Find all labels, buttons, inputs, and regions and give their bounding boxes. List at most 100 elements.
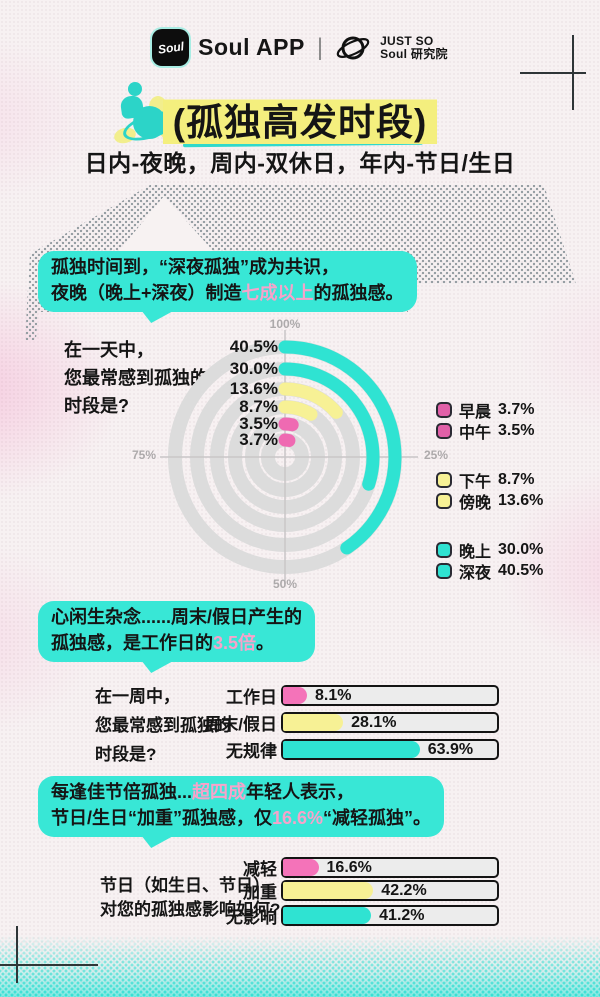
bubble2-line1: 心闲生杂念......周末/假日产生的: [51, 607, 303, 627]
question-day-line2: 您最常感到孤独的: [64, 368, 208, 388]
bubble3-line1-post: 年轻人表示，: [246, 782, 355, 802]
question-day: 在一天中， 您最常感到孤独的 时段是?: [64, 336, 208, 420]
bar-track: 42.2%: [281, 880, 499, 901]
bar-fill: [283, 687, 307, 704]
bubble3-line2-post: “减轻孤独”。: [323, 808, 432, 828]
radial-value-label: 13.6%: [229, 379, 278, 398]
bar-fill: [283, 714, 344, 731]
bar-value: 63.9%: [427, 741, 474, 758]
bar-value: 42.2%: [381, 882, 427, 899]
radial-value-label: 40.5%: [229, 337, 278, 356]
soul-app-logo-icon: Soul: [152, 29, 190, 66]
question-week-line1: 在一周中，: [95, 687, 180, 706]
bubble1-highlight: 七成以上: [241, 283, 314, 303]
question-day-line3: 时段是?: [64, 396, 129, 416]
bubble2-highlight: 3.5倍: [213, 633, 257, 653]
axis-tick-50: 50%: [272, 577, 298, 591]
lab-name: JUST SO Soul 研究院: [380, 33, 448, 61]
bar-track: 63.9%: [281, 739, 499, 760]
question-week: 在一周中， 您最常感到孤独的 时段是?: [95, 682, 231, 769]
radial-legend: 早晨 3.7% 中午 3.5% 下午 8.7% 傍晚 13.6% 晚上 30.0% 深夜 4…: [436, 399, 543, 609]
planet-person-icon: [112, 80, 202, 150]
callout-bubble-festival: 每逢佳节倍孤独...超四成年轻人表示， 节日/生日“加重”孤独感，仅16.6%“…: [38, 776, 445, 837]
legend-swatch-yellow-icon: [436, 492, 452, 509]
legend-swatch-teal-icon: [436, 562, 452, 579]
soul-app-logo-text: Soul: [156, 38, 185, 57]
axis-tick-100: 100%: [269, 317, 301, 331]
radial-value-label: 3.7%: [239, 430, 278, 449]
bar-label: 减轻: [243, 860, 277, 879]
bubble1-line1: 孤独时间到，“深夜孤独”成为共识，: [51, 257, 339, 277]
lab-name-line2: Soul 研究院: [380, 46, 448, 61]
bar-fill: [283, 741, 420, 758]
radial-bar-chart: [160, 330, 418, 584]
bubble1-line2-pre: 夜晚（晚上+深夜）制造: [51, 283, 242, 303]
legend-swatch-pink-icon: [436, 422, 452, 439]
bubble2-line2-post: 。: [256, 633, 275, 653]
legend-swatch-yellow-icon: [436, 471, 452, 488]
bubble3-highlight2: 16.6%: [272, 808, 324, 828]
header: Soul Soul APP | JUST SO Soul 研究院: [0, 29, 600, 66]
bar-track: 41.2%: [281, 905, 499, 926]
legend-group-teal: 晚上 30.0% 深夜 40.5%: [436, 539, 544, 582]
legend-item: 深夜 40.5%: [436, 560, 544, 582]
legend-value: 30.0%: [498, 540, 544, 558]
legend-item: 傍晚 13.6%: [436, 490, 544, 512]
legend-label: 深夜: [459, 564, 492, 582]
question-day-line1: 在一天中，: [64, 340, 154, 360]
bar-label: 无影响: [226, 908, 277, 927]
crosshair-bottom-left-v: [16, 926, 18, 983]
bar-row-weekend: 周末/假日 28.1%: [100, 710, 530, 735]
bar-value: 28.1%: [351, 714, 397, 731]
axis-tick-75: 75%: [131, 448, 156, 462]
lab-name-line1: JUST SO: [380, 33, 434, 48]
header-divider: |: [316, 33, 324, 61]
planet-swirl-icon: [336, 36, 370, 59]
legend-value: 40.5%: [498, 561, 544, 579]
bar-track: 28.1%: [281, 712, 499, 733]
bar-label: 工作日: [226, 688, 277, 707]
legend-value: 13.6%: [498, 491, 544, 509]
legend-group-pink: 早晨 3.7% 中午 3.5%: [436, 399, 543, 442]
legend-value: 3.5%: [498, 421, 535, 439]
callout-bubble-night: 孤独时间到，“深夜孤独”成为共识， 夜晚（晚上+深夜）制造七成以上的孤独感。: [38, 251, 417, 312]
radial-value-label: 30.0%: [229, 359, 278, 378]
legend-swatch-teal-icon: [436, 541, 452, 558]
question-festival-line2: 对您的孤独感影响如何?: [100, 900, 281, 919]
app-name: Soul APP: [198, 34, 305, 60]
bubble1-line2-post: 的孤独感。: [313, 283, 404, 303]
radial-value-label: 3.5%: [239, 414, 278, 433]
bar-row-reduce: 减轻 16.6%: [100, 855, 530, 880]
legend-item: 早晨 3.7%: [436, 399, 543, 421]
page-subtitle: 日内-夜晚，周内-双休日，年内-节日/生日: [84, 150, 516, 176]
title-block: (孤独高发时段): [0, 90, 600, 150]
legend-value: 8.7%: [498, 470, 535, 488]
bar-fill: [283, 882, 374, 899]
legend-label: 中午: [459, 424, 492, 442]
bar-row-noeffect: 无影响 41.2%: [100, 903, 530, 928]
question-week-line3: 时段是?: [95, 745, 157, 764]
legend-item: 晚上 30.0%: [436, 539, 544, 561]
bubble3-line1-pre: 每逢佳节倍孤独...: [51, 782, 193, 802]
legend-value: 3.7%: [498, 400, 535, 418]
bar-row-irregular: 无规律 63.9%: [100, 737, 530, 762]
crosshair-top-right-v: [572, 35, 574, 110]
callout-bubble-weekend: 心闲生杂念......周末/假日产生的 孤独感，是工作日的3.5倍。: [38, 601, 316, 662]
legend-swatch-pink-icon: [436, 401, 452, 418]
bubble2-line2-pre: 孤独感，是工作日的: [51, 633, 213, 653]
bar-label: 加重: [243, 883, 277, 902]
legend-label: 傍晚: [459, 494, 492, 512]
bar-value: 8.1%: [315, 687, 352, 704]
question-festival: 节日（如生日、节日） 对您的孤独感影响如何?: [100, 874, 280, 922]
axis-tick-25: 25%: [424, 448, 449, 462]
bar-row-workday: 工作日 8.1%: [100, 683, 530, 708]
legend-label: 早晨: [459, 403, 492, 421]
bar-track: 16.6%: [281, 857, 499, 878]
legend-label: 下午: [459, 473, 492, 491]
bar-track: 8.1%: [281, 685, 499, 706]
bar-row-aggravate: 加重 42.2%: [100, 878, 530, 903]
question-festival-line1: 节日（如生日、节日）: [100, 876, 270, 895]
legend-group-yellow: 下午 8.7% 傍晚 13.6%: [436, 469, 544, 512]
halftone-bottom-band: [0, 935, 600, 997]
